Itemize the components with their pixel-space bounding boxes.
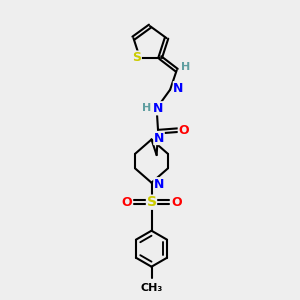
Text: N: N <box>154 178 164 191</box>
Text: S: S <box>132 51 141 64</box>
Text: N: N <box>173 82 184 95</box>
Text: O: O <box>178 124 189 137</box>
Text: CH₃: CH₃ <box>140 283 163 293</box>
Text: N: N <box>153 102 163 115</box>
Text: O: O <box>121 196 132 209</box>
Text: H: H <box>181 61 190 72</box>
Text: N: N <box>154 131 164 145</box>
Text: O: O <box>171 196 182 209</box>
Text: S: S <box>146 195 157 209</box>
Text: H: H <box>142 103 152 113</box>
